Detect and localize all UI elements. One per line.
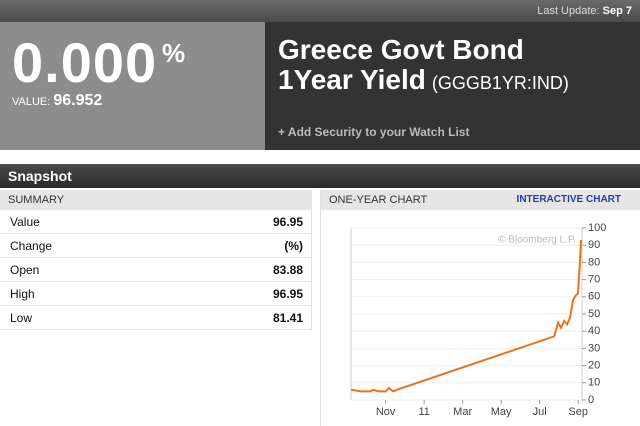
summary-row: Open 83.88: [0, 258, 312, 282]
x-tick-label: Sep: [568, 406, 588, 418]
snapshot-title: Snapshot: [8, 168, 72, 184]
row-value: 96.95: [272, 287, 303, 301]
value-line: VALUE: 96.952: [12, 92, 102, 110]
row-label: High: [10, 287, 35, 301]
row-label: Change: [10, 239, 53, 253]
chart: © Bloomberg L.P. 0 10 20 30 40 50 60 70 80 90 100 N…: [350, 222, 606, 418]
x-tick-label: Jul: [533, 406, 547, 418]
summary-row: High 96.95: [0, 282, 312, 306]
price-line: [350, 239, 582, 393]
y-tick-label: 30: [588, 342, 600, 354]
value-label: VALUE:: [12, 96, 51, 108]
y-tick-label: 70: [588, 274, 600, 286]
row-label: Open: [10, 263, 40, 277]
y-tick-label: 90: [588, 239, 600, 251]
title-line: 1Year Yield (GGGB1YR:IND): [278, 64, 569, 96]
x-tick-label: May: [491, 406, 512, 418]
summary-row: Change (%): [0, 234, 312, 258]
x-tick-label: Nov: [376, 406, 396, 418]
interactive-link[interactable]: INTERACTIVE CHART: [516, 194, 621, 205]
watermark: © Bloomberg L.P.: [498, 235, 576, 246]
row-label: Value: [10, 215, 40, 229]
title-box: Greece Govt Bond 1Year Yield (GGGB1YR:IND…: [265, 22, 640, 150]
chart-title: ONE-YEAR CHART: [329, 194, 428, 206]
y-tick-label: 100: [588, 222, 606, 234]
y-tick-label: 50: [588, 308, 600, 320]
y-tick-label: 10: [588, 377, 600, 389]
row-value: 81.41: [272, 311, 303, 325]
chart-header: ONE-YEAR CHART INTERACTIVE CHART: [321, 190, 640, 210]
y-tick-label: 60: [588, 291, 600, 303]
chart-panel: ONE-YEAR CHART INTERACTIVE CHART © Bloomb…: [320, 190, 640, 426]
x-tick-label: 11: [418, 406, 429, 418]
yield-unit: %: [162, 38, 186, 68]
y-tick-label: 20: [588, 360, 600, 372]
title: 1Year Yield: [278, 64, 426, 95]
value: 96.952: [53, 92, 103, 109]
y-tick-label: 40: [588, 325, 600, 337]
quote-box: 0.000 % VALUE: 96.952: [0, 22, 265, 150]
date: Sep 7: [602, 5, 632, 17]
summary-row: Value 96.95: [0, 210, 312, 234]
watch-link[interactable]: + Add Security to your Watch List: [278, 125, 470, 139]
x-tick-label: Mar: [453, 406, 472, 418]
summary: SUMMARY Value 96.95 Change (%) Open 83.88 High…: [0, 190, 312, 330]
row-label: Low: [10, 311, 33, 325]
y-tick-label: 80: [588, 256, 600, 268]
row-value: 96.95: [272, 215, 303, 229]
ticker: (GGGB1YR:IND): [431, 73, 569, 93]
summary-header: SUMMARY: [0, 190, 312, 210]
row-value: (%): [284, 239, 303, 253]
top-bar: Last Update: Sep 7: [0, 0, 640, 22]
snapshot-bar: Snapshot: [0, 164, 640, 188]
row-value: 83.88: [272, 263, 303, 277]
label: Last Update:: [537, 5, 600, 17]
y-tick-label: 0: [588, 394, 594, 406]
yield: 0.000: [12, 31, 158, 94]
title: Greece Govt Bond: [278, 34, 524, 65]
summary-row: Low 81.41: [0, 306, 312, 330]
last-update: Last Update: Sep 7: [537, 5, 632, 17]
